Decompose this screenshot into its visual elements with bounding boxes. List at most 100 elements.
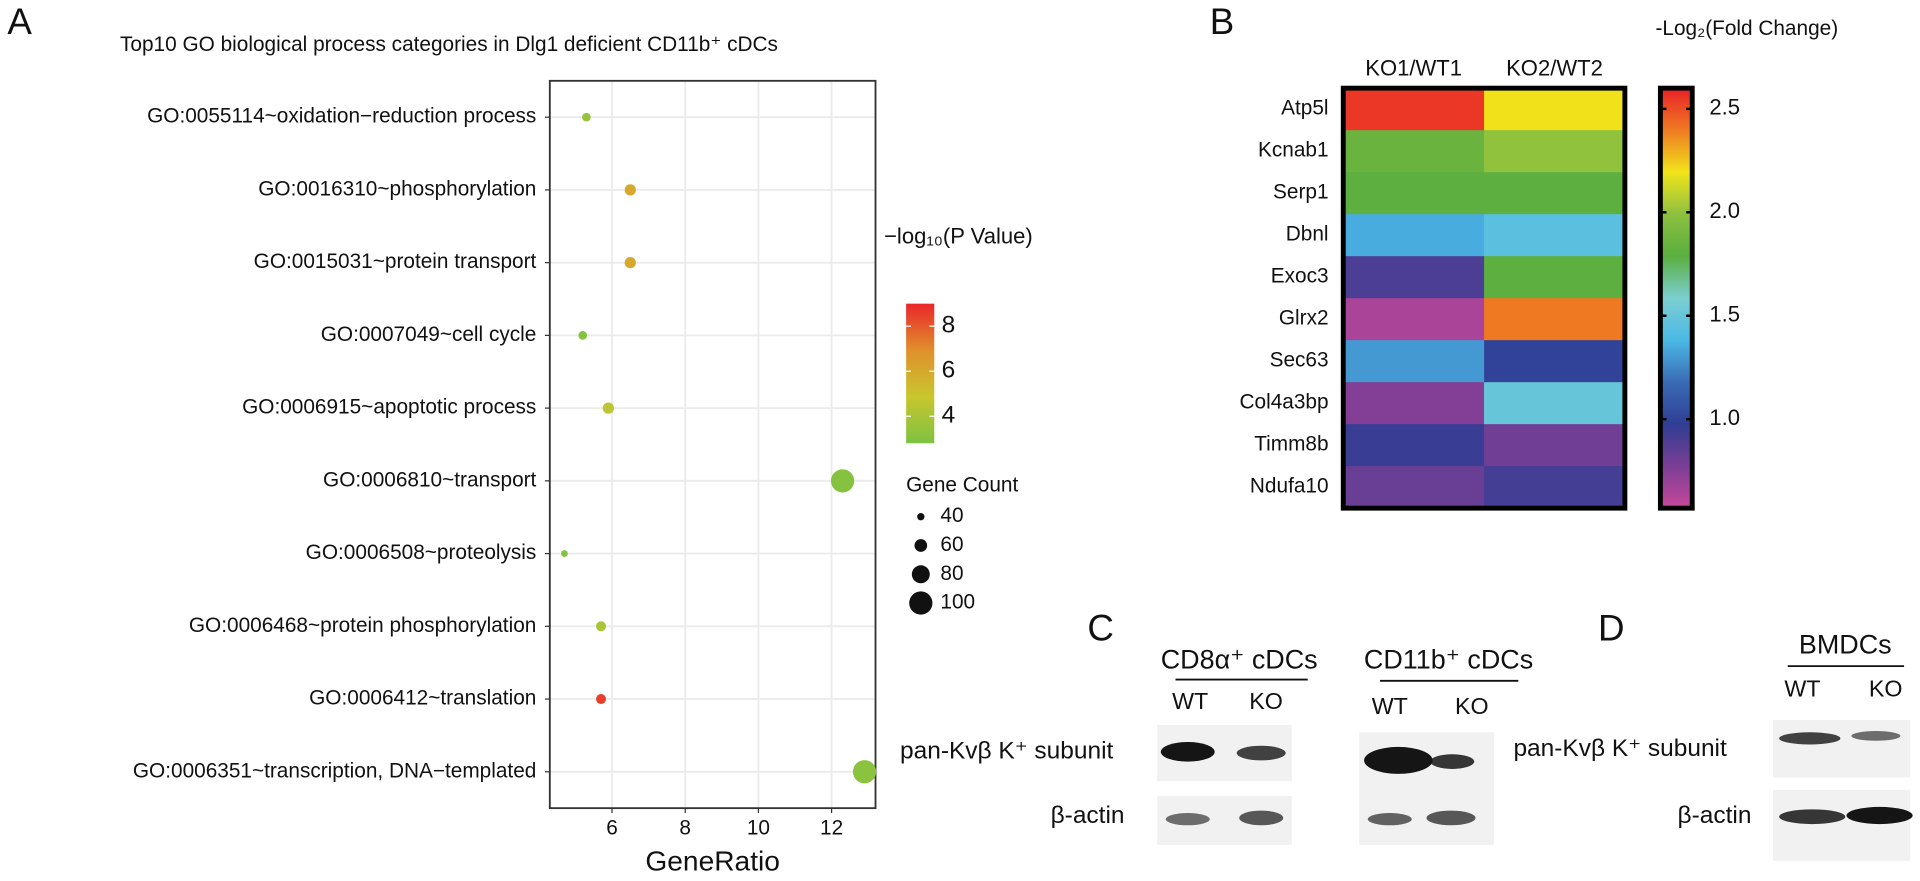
dot	[582, 112, 591, 122]
dot	[596, 621, 607, 632]
heatmap-cell	[1484, 130, 1626, 173]
dot	[578, 331, 588, 340]
row-label: Timm8b	[1254, 433, 1328, 456]
category-label: GO:0006508~proteolysis	[306, 541, 537, 564]
dot	[852, 760, 877, 784]
colorbar-tick-label: 8	[942, 312, 956, 339]
blot-row-label: pan-Kvβ K⁺ subunit	[1513, 735, 1727, 762]
dot	[596, 694, 607, 705]
panel-label: B	[1210, 1, 1235, 42]
size-legend-dot	[911, 565, 930, 584]
row-label: Dbnl	[1286, 223, 1329, 246]
column-label: KO1/WT1	[1365, 56, 1462, 81]
blot-band	[1364, 746, 1433, 774]
x-tick-label: 6	[606, 816, 618, 839]
row-label: Kcnab1	[1258, 139, 1329, 162]
size-legend-title: Gene Count	[906, 474, 1018, 497]
blot-band	[1779, 809, 1846, 825]
panel-label: C	[1087, 607, 1114, 648]
blot-band	[1430, 754, 1475, 769]
blot-row-label: β-actin	[1678, 802, 1752, 829]
colorbar-tick-label: 6	[942, 357, 956, 384]
heatmap-cell	[1343, 424, 1485, 467]
colorbar-tick-label: 4	[942, 402, 956, 429]
size-legend-label: 80	[940, 562, 963, 585]
x-axis-label: GeneRatio	[645, 846, 780, 877]
row-label: Exoc3	[1271, 265, 1329, 288]
plot-frame	[548, 79, 877, 810]
blot-membrane	[1773, 719, 1911, 778]
blot-group-title: CD11b⁺ cDCs	[1364, 644, 1533, 674]
colorbar-tick-label: 2.5	[1709, 95, 1740, 120]
category-label: GO:0006810~transport	[323, 468, 537, 491]
row-label: Col4a3bp	[1240, 391, 1329, 414]
blot-lane-label: WT	[1784, 676, 1820, 702]
row-label: Serp1	[1273, 181, 1329, 204]
size-legend-dot	[917, 513, 925, 521]
dot	[624, 256, 636, 269]
category-label: GO:0007049~cell cycle	[321, 323, 537, 346]
heatmap-cell	[1343, 130, 1485, 173]
row-label: Ndufa10	[1250, 475, 1329, 498]
heatmap-cell	[1343, 466, 1485, 509]
size-legend-label: 60	[940, 533, 963, 556]
row-label: Atp5l	[1281, 97, 1328, 120]
dot	[602, 402, 615, 414]
blot-group-title: BMDCs	[1799, 630, 1892, 660]
panel-label: A	[7, 1, 32, 42]
heatmap-cell	[1343, 214, 1485, 257]
blot-band	[1236, 745, 1286, 761]
heatmap-cell	[1343, 340, 1485, 383]
blot-band	[1426, 810, 1476, 826]
heatmap-cell	[1484, 382, 1626, 425]
blot-lane-label: KO	[1869, 676, 1903, 702]
blot-band	[1851, 731, 1901, 741]
category-label: GO:0055114~oxidation−reduction process	[147, 105, 536, 128]
blot-group-title: CD8α⁺ cDCs	[1161, 644, 1318, 674]
heatmap-cell	[1343, 298, 1485, 341]
heatmap-cell	[1484, 214, 1626, 257]
colorbar-title: -Log₂(Fold Change)	[1655, 17, 1838, 40]
plot-area	[549, 80, 876, 809]
category-label: GO:0006468~protein phosphorylation	[189, 614, 536, 637]
heatmap-cell	[1343, 172, 1485, 215]
category-label: GO:0015031~protein transport	[254, 250, 537, 273]
category-label: GO:0006412~translation	[309, 687, 536, 710]
heatmap-cell	[1484, 424, 1626, 467]
heatmap-cell	[1343, 382, 1485, 425]
dot	[830, 469, 855, 493]
chart-title: Top10 GO biological process categories i…	[120, 33, 778, 56]
heatmap-cell	[1484, 466, 1626, 509]
size-legend-dot	[914, 539, 928, 552]
blot-band	[1239, 810, 1284, 826]
category-label: GO:0006351~transcription, DNA−templated	[133, 759, 536, 782]
column-label: KO2/WT2	[1506, 56, 1603, 81]
blot-lane-label: WT	[1172, 688, 1208, 714]
color-legend-title: −log₁₀(P Value)	[884, 223, 1033, 248]
blot-band	[1160, 742, 1215, 762]
category-label: GO:0006915~apoptotic process	[242, 396, 536, 419]
dot	[624, 184, 636, 196]
colorbar-tick-label: 2.0	[1709, 198, 1740, 223]
heatmap-cell	[1484, 340, 1626, 383]
dot	[561, 550, 568, 557]
x-tick-label: 8	[679, 816, 691, 839]
size-legend-label: 100	[940, 591, 975, 614]
blot-band	[1846, 806, 1913, 825]
heatmap-cell	[1343, 88, 1485, 131]
heatmap-cell	[1484, 256, 1626, 299]
category-label: GO:0016310~phosphorylation	[258, 177, 536, 200]
blot-row-label: pan-Kvβ K⁺ subunit	[900, 737, 1114, 764]
heatmap-cell	[1343, 256, 1485, 299]
colorbar	[1657, 85, 1695, 511]
heatmap-cell	[1484, 172, 1626, 215]
blot-band	[1367, 813, 1412, 826]
colorbar-tick-label: 1.5	[1709, 302, 1740, 327]
heatmap-cell	[1484, 88, 1626, 131]
size-legend-dot	[909, 591, 933, 615]
blot-membrane	[1773, 789, 1911, 861]
blot-band	[1779, 732, 1841, 745]
colorbar	[906, 303, 935, 444]
